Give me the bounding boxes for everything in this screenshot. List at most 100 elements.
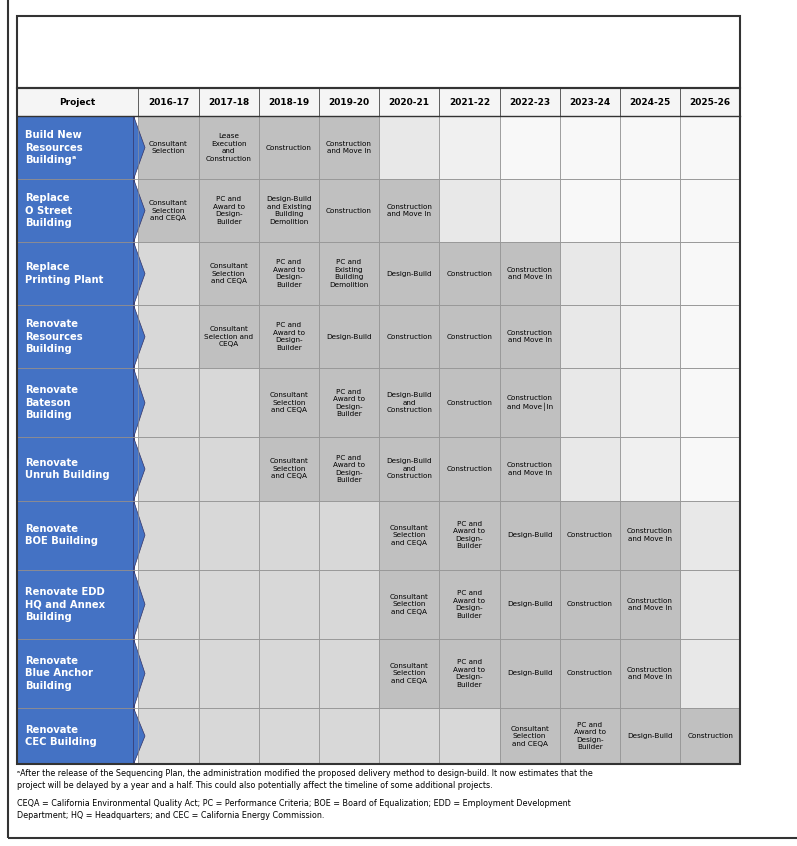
Text: Construction
and Move In: Construction and Move In xyxy=(627,597,673,611)
Bar xyxy=(139,88,198,116)
Text: PC and
Award to
Design-
Builder: PC and Award to Design- Builder xyxy=(574,722,606,750)
Bar xyxy=(17,708,134,764)
Bar xyxy=(439,501,500,569)
Bar xyxy=(500,569,559,639)
Bar xyxy=(680,368,740,437)
Bar xyxy=(559,305,620,368)
Bar xyxy=(17,639,134,708)
Text: PC and
Award to
Design-
Builder: PC and Award to Design- Builder xyxy=(273,322,304,351)
Text: Renovate
Blue Anchor
Building: Renovate Blue Anchor Building xyxy=(25,656,92,691)
Bar xyxy=(559,501,620,569)
Bar xyxy=(680,88,740,116)
Bar xyxy=(379,242,439,305)
Bar xyxy=(17,88,139,116)
Text: PC and
Award to
Design-
Builder: PC and Award to Design- Builder xyxy=(453,590,485,618)
Polygon shape xyxy=(134,437,145,501)
Bar xyxy=(559,368,620,437)
Bar xyxy=(680,639,740,708)
Bar xyxy=(17,368,134,437)
Bar xyxy=(198,179,259,242)
Text: Construction: Construction xyxy=(446,334,493,340)
Bar xyxy=(17,501,134,569)
Bar xyxy=(379,179,439,242)
Bar xyxy=(259,569,319,639)
Bar xyxy=(319,569,379,639)
Bar xyxy=(379,305,439,368)
Bar xyxy=(139,179,198,242)
Bar xyxy=(680,501,740,569)
Bar xyxy=(379,116,439,179)
Bar xyxy=(500,639,559,708)
Text: Construction: Construction xyxy=(266,145,312,151)
Bar xyxy=(439,305,500,368)
Text: Build New
Resources
Buildingᵃ: Build New Resources Buildingᵃ xyxy=(25,130,82,165)
Bar xyxy=(259,88,319,116)
Text: 2019-20: 2019-20 xyxy=(328,97,370,107)
Polygon shape xyxy=(134,368,145,437)
Bar xyxy=(198,116,259,179)
Text: Replace
Printing Plant: Replace Printing Plant xyxy=(25,262,103,285)
Bar xyxy=(620,437,680,501)
Bar xyxy=(139,639,198,708)
Bar xyxy=(198,242,259,305)
Bar xyxy=(439,179,500,242)
Polygon shape xyxy=(134,305,145,368)
Text: Design-Build: Design-Build xyxy=(507,602,552,607)
Bar xyxy=(198,437,259,501)
Bar xyxy=(379,569,439,639)
Text: Construction: Construction xyxy=(446,466,493,472)
Bar xyxy=(198,708,259,764)
Bar xyxy=(620,305,680,368)
Text: Project: Project xyxy=(60,97,96,107)
Text: 2022-23: 2022-23 xyxy=(509,97,550,107)
Bar xyxy=(17,242,134,305)
Polygon shape xyxy=(134,179,145,242)
Text: PC and
Award to
Design-
Builder: PC and Award to Design- Builder xyxy=(333,455,365,483)
Bar xyxy=(500,305,559,368)
Bar xyxy=(620,179,680,242)
Bar xyxy=(500,88,559,116)
Bar xyxy=(319,368,379,437)
Text: Design-Build: Design-Build xyxy=(326,334,372,340)
Text: Consultant
Selection
and CEQA: Consultant Selection and CEQA xyxy=(390,594,429,615)
Bar xyxy=(620,88,680,116)
Text: PC and
Award to
Design-
Builder: PC and Award to Design- Builder xyxy=(213,196,245,225)
Text: Construction: Construction xyxy=(567,602,613,607)
Bar xyxy=(198,501,259,569)
Bar xyxy=(620,501,680,569)
Bar xyxy=(620,708,680,764)
Text: PC and
Award to
Design-
Builder: PC and Award to Design- Builder xyxy=(453,659,485,688)
Text: PC and
Award to
Design-
Builder: PC and Award to Design- Builder xyxy=(453,521,485,549)
Bar xyxy=(439,116,500,179)
Text: Design-Build
and
Construction: Design-Build and Construction xyxy=(387,459,432,480)
Bar xyxy=(439,437,500,501)
Bar xyxy=(319,179,379,242)
Text: ᵃAfter the release of the Sequencing Plan, the administration modified the propo: ᵃAfter the release of the Sequencing Pla… xyxy=(17,769,593,790)
Text: Renovate
Resources
Building: Renovate Resources Building xyxy=(25,319,82,354)
Text: Renovate
Bateson
Building: Renovate Bateson Building xyxy=(25,386,78,420)
Text: Design-Build: Design-Build xyxy=(507,532,552,538)
Text: Construction: Construction xyxy=(446,271,493,277)
Text: Renovate
BOE Building: Renovate BOE Building xyxy=(25,524,98,547)
Bar xyxy=(620,569,680,639)
Text: Renovate
CEC Building: Renovate CEC Building xyxy=(25,725,96,747)
Bar xyxy=(559,437,620,501)
Text: Construction
and Move│In: Construction and Move│In xyxy=(507,395,552,411)
Text: 2017-18: 2017-18 xyxy=(208,97,249,107)
Polygon shape xyxy=(134,639,145,708)
Bar xyxy=(680,708,740,764)
Polygon shape xyxy=(134,116,145,179)
Bar xyxy=(439,639,500,708)
Bar xyxy=(620,242,680,305)
Bar xyxy=(500,116,559,179)
Text: Design-Build: Design-Build xyxy=(627,733,673,739)
Bar xyxy=(139,305,198,368)
Bar xyxy=(259,179,319,242)
Bar xyxy=(559,179,620,242)
Bar xyxy=(500,179,559,242)
Text: 2020-21: 2020-21 xyxy=(389,97,430,107)
Bar xyxy=(439,88,500,116)
Bar xyxy=(620,368,680,437)
Bar xyxy=(379,368,439,437)
Bar xyxy=(439,368,500,437)
